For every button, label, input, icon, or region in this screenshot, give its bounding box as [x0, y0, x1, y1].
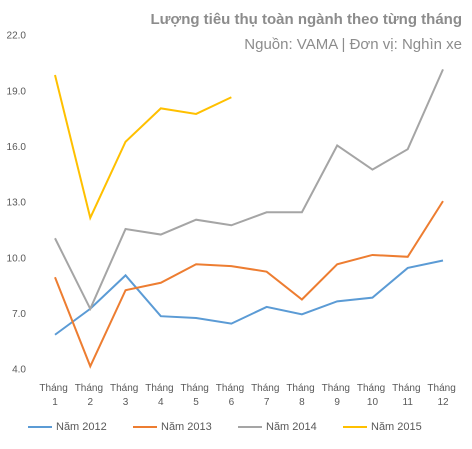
x-tick-label: Tháng 12 — [427, 383, 458, 408]
y-tick-label: 19.0 — [7, 86, 27, 97]
legend-label: Năm 2014 — [266, 421, 317, 433]
x-tick-label: Tháng 1 — [39, 383, 70, 408]
x-tick-label: Tháng 2 — [75, 383, 106, 408]
legend-label: Năm 2012 — [56, 421, 107, 433]
x-tick-label: Tháng 4 — [145, 383, 176, 408]
y-tick-label: 7.0 — [12, 309, 26, 320]
y-tick-label: 22.0 — [7, 31, 27, 42]
series-line — [54, 259, 444, 336]
x-tick-label: Tháng 11 — [392, 383, 423, 408]
x-tick-label: Tháng 5 — [181, 383, 212, 408]
x-tick-label: Tháng 6 — [216, 383, 247, 408]
legend-label: Năm 2015 — [371, 421, 422, 433]
x-tick-label: Tháng 3 — [110, 383, 141, 408]
x-tick-label: Tháng 7 — [251, 383, 282, 408]
y-tick-label: 10.0 — [7, 253, 27, 264]
y-tick-label: 16.0 — [7, 142, 27, 153]
x-tick-label: Tháng 8 — [286, 383, 317, 408]
series-line — [54, 68, 444, 312]
chart-title: Lượng tiêu thụ toàn ngành theo từng thán… — [151, 11, 463, 28]
y-tick-label: 13.0 — [7, 198, 27, 209]
legend-label: Năm 2013 — [161, 421, 212, 433]
x-tick-label: Tháng 10 — [357, 383, 388, 408]
y-tick-label: 4.0 — [12, 365, 26, 376]
series-line — [54, 200, 444, 369]
series-line — [54, 74, 232, 221]
chart-subtitle: Nguồn: VAMA | Đơn vị: Nghìn xe — [244, 36, 462, 53]
x-tick-label: Tháng 9 — [322, 383, 353, 408]
